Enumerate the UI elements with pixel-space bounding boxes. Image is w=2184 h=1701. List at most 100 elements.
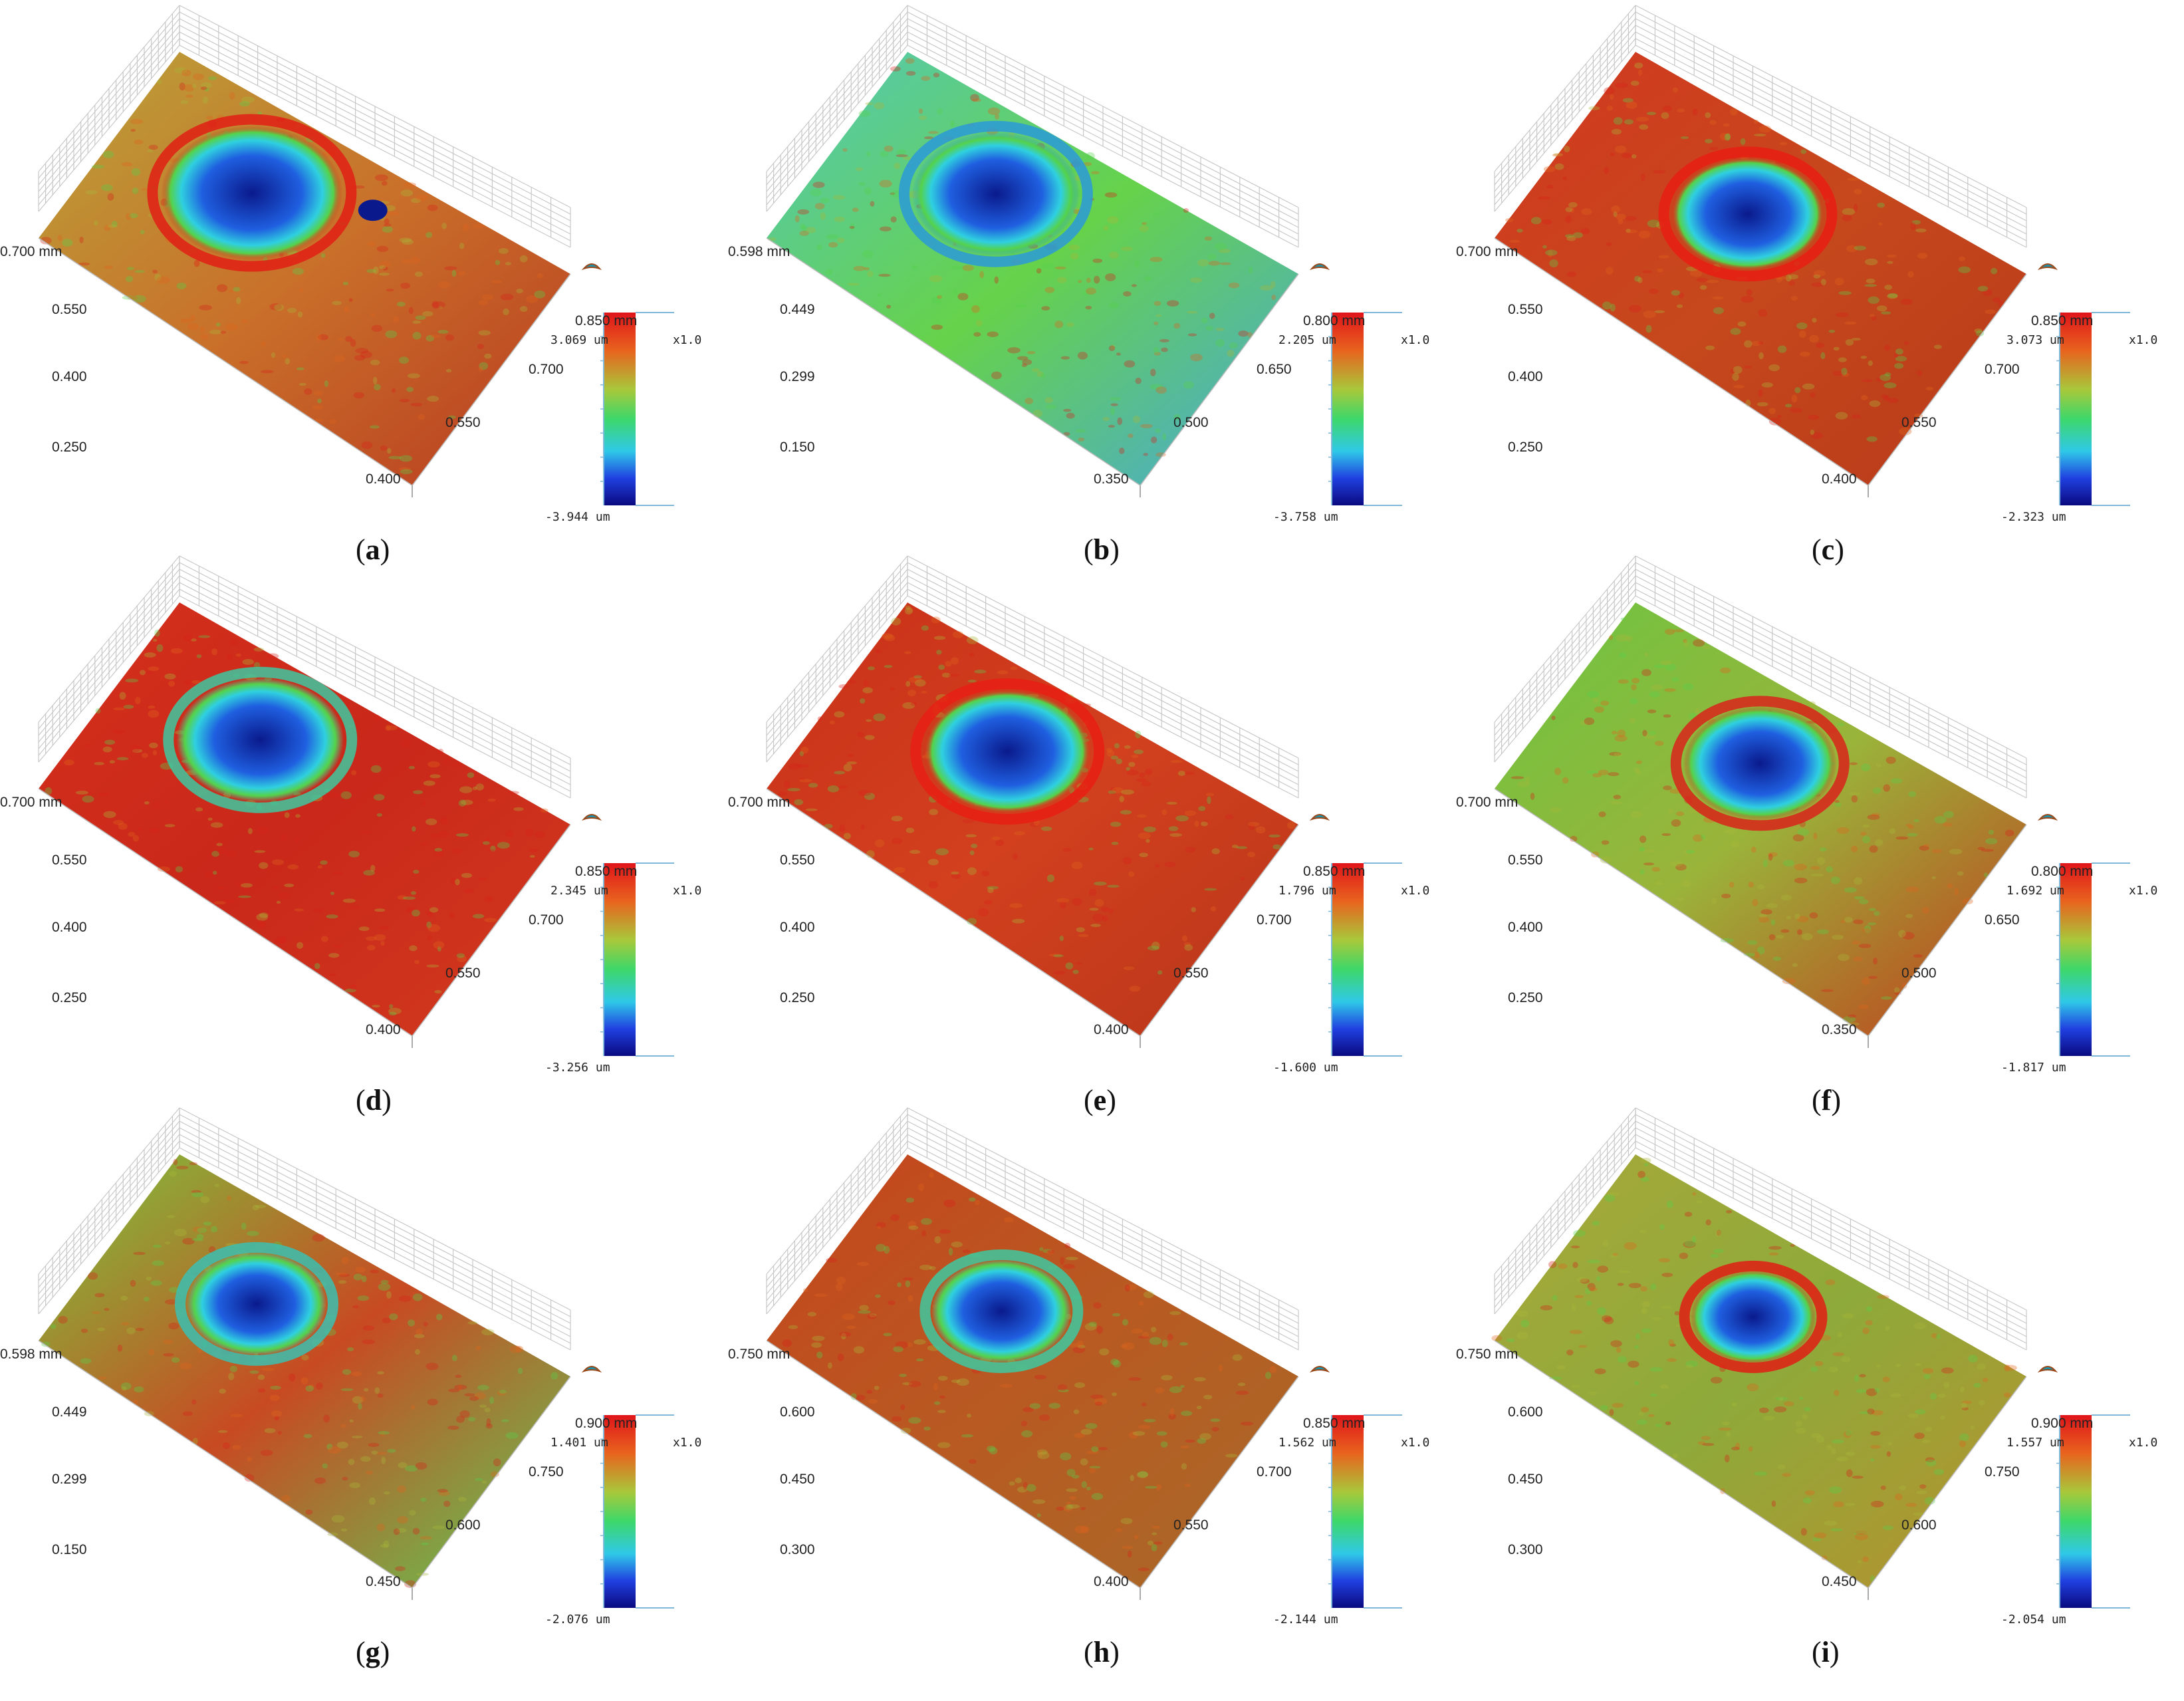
colorbar-max-label: 1.557 um [2006, 1436, 2064, 1450]
panel-b: 0.598 mm 0.449 0.299 0.150 0.800 mm 0.650 0.50… [728, 0, 1456, 567]
right-axis-tick: 0.750 [529, 1464, 564, 1480]
right-axis-tick: 0.650 [1985, 912, 2020, 928]
crater [911, 132, 1080, 257]
panel-g: 0.598 mm 0.449 0.299 0.150 0.900 mm 0.750 0.60… [0, 1103, 728, 1669]
grid-box [38, 1107, 571, 1351]
right-axis-tick: 0.600 [445, 1517, 481, 1533]
panel-a: 0.700 mm 0.550 0.400 0.250 0.850 mm 0.700 0.55… [0, 0, 728, 567]
right-axis-tick: 0.400 [1094, 1574, 1129, 1589]
left-axis-tick: 0.250 [780, 990, 815, 1005]
right-axis-tick: 0.400 [1094, 1022, 1129, 1037]
panel-caption-letter: d [365, 1084, 382, 1116]
left-axis-tick: 0.150 [780, 440, 815, 455]
panel-caption-letter: b [1093, 533, 1110, 566]
panel-caption-letter: c [1821, 533, 1835, 566]
colorbar-min-label: -2.054 um [2001, 1613, 2066, 1627]
right-axis-tick: 0.350 [1094, 471, 1129, 487]
left-axis-tick: 0.250 [1508, 440, 1543, 455]
left-axis-tick: 0.450 [1508, 1472, 1543, 1487]
crater [161, 125, 343, 261]
colorbar-scale-label: x1.0 [1401, 1436, 1430, 1450]
colorbar [604, 1415, 636, 1608]
surface-plot-e [766, 555, 1402, 1057]
panel-caption: (c) [1812, 533, 1844, 566]
colorbar-scale-label: x1.0 [1401, 333, 1430, 347]
left-axis-tick: 0.550 [780, 852, 815, 868]
crater [1690, 1270, 1816, 1364]
right-axis-tick: 0.550 [1901, 415, 1937, 430]
left-axis-tick: 0.450 [780, 1472, 815, 1487]
panel-caption-letter: i [1821, 1636, 1830, 1668]
colorbar-min-label: -3.758 um [1273, 510, 1338, 524]
colorbar-scale-label: x1.0 [673, 1436, 702, 1450]
colorbar [2060, 313, 2092, 505]
panel-c: 0.700 mm 0.550 0.400 0.250 0.850 mm 0.700 0.55… [1456, 0, 2184, 567]
corner-axis-label: 0.700 mm [1456, 244, 1518, 259]
colorbar-min-label: -2.144 um [1273, 1613, 1338, 1627]
far-axis-label: 0.850 mm [1303, 864, 1366, 879]
left-axis-tick: 0.150 [52, 1542, 87, 1557]
crater-rim [147, 114, 357, 272]
panel-caption-letter: e [1093, 1084, 1107, 1116]
right-axis-tick: 0.450 [366, 1574, 401, 1589]
colorbar-min-label: -1.817 um [2001, 1061, 2066, 1075]
right-axis-tick: 0.350 [1822, 1022, 1857, 1037]
corner-axis-label: 0.700 mm [728, 795, 790, 810]
right-axis-tick: 0.400 [1822, 471, 1857, 487]
grid-box [1494, 5, 2027, 248]
panel-h: 0.750 mm 0.600 0.450 0.300 0.850 mm 0.700 0.55… [728, 1103, 1456, 1669]
secondary-pit [358, 199, 388, 221]
grid-box [38, 555, 571, 799]
colorbar-max-label: 2.345 um [550, 884, 608, 898]
right-axis-tick: 0.700 [1985, 362, 2020, 377]
colorbar-scale-label: x1.0 [673, 884, 702, 898]
orientation-icon [581, 1366, 602, 1373]
orientation-icon [1309, 263, 1330, 271]
left-axis-tick: 0.550 [1508, 852, 1543, 868]
colorbar-max-label: 3.073 um [2006, 333, 2064, 347]
left-axis-tick: 0.400 [52, 920, 87, 935]
left-axis-tick: 0.600 [1508, 1404, 1543, 1420]
surface-plot-b [766, 5, 1402, 506]
left-axis-tick: 0.299 [780, 369, 815, 384]
far-axis-label: 0.850 mm [2031, 313, 2094, 328]
left-axis-tick: 0.449 [780, 302, 815, 317]
orientation-icon [1309, 814, 1330, 821]
left-axis-tick: 0.300 [780, 1542, 815, 1557]
grid-box [1494, 555, 2027, 799]
far-axis-label: 0.900 mm [2031, 1416, 2094, 1431]
far-axis-label: 0.850 mm [575, 313, 638, 328]
left-axis-tick: 0.250 [52, 440, 87, 455]
colorbar [1332, 1415, 1364, 1608]
corner-axis-label: 0.598 mm [728, 244, 790, 259]
panel-caption: (e) [1084, 1084, 1116, 1116]
panel-caption: (f) [1812, 1084, 1841, 1116]
crater-rim [919, 1249, 1084, 1373]
panel-caption: (h) [1084, 1636, 1120, 1668]
crater-rim [910, 678, 1105, 825]
left-axis-tick: 0.250 [1508, 990, 1543, 1005]
surface-plot-h [766, 1107, 1402, 1609]
colorbar [604, 313, 636, 505]
crater-rim [163, 666, 358, 813]
colorbar [2060, 863, 2092, 1056]
left-axis-tick: 0.449 [52, 1404, 87, 1420]
crater-rim [1679, 1260, 1828, 1373]
grid-box [1494, 1107, 2027, 1351]
corner-axis-label: 0.700 mm [0, 795, 62, 810]
colorbar-min-label: -2.076 um [545, 1613, 610, 1627]
surface [767, 52, 1298, 485]
surface-plot-g [38, 1107, 674, 1609]
right-axis-tick: 0.450 [1822, 1574, 1857, 1589]
left-axis-tick: 0.299 [52, 1472, 87, 1487]
colorbar-min-label: -3.256 um [545, 1061, 610, 1075]
surface [39, 1154, 570, 1588]
crater [176, 678, 344, 803]
right-axis-tick: 0.400 [366, 1022, 401, 1037]
crater-rim [898, 120, 1093, 267]
panel-caption: (b) [1084, 533, 1120, 566]
left-axis-tick: 0.400 [1508, 369, 1543, 384]
colorbar-scale-label: x1.0 [2129, 1436, 2158, 1450]
corner-axis-label: 0.700 mm [1456, 795, 1518, 810]
crater [1671, 157, 1825, 271]
